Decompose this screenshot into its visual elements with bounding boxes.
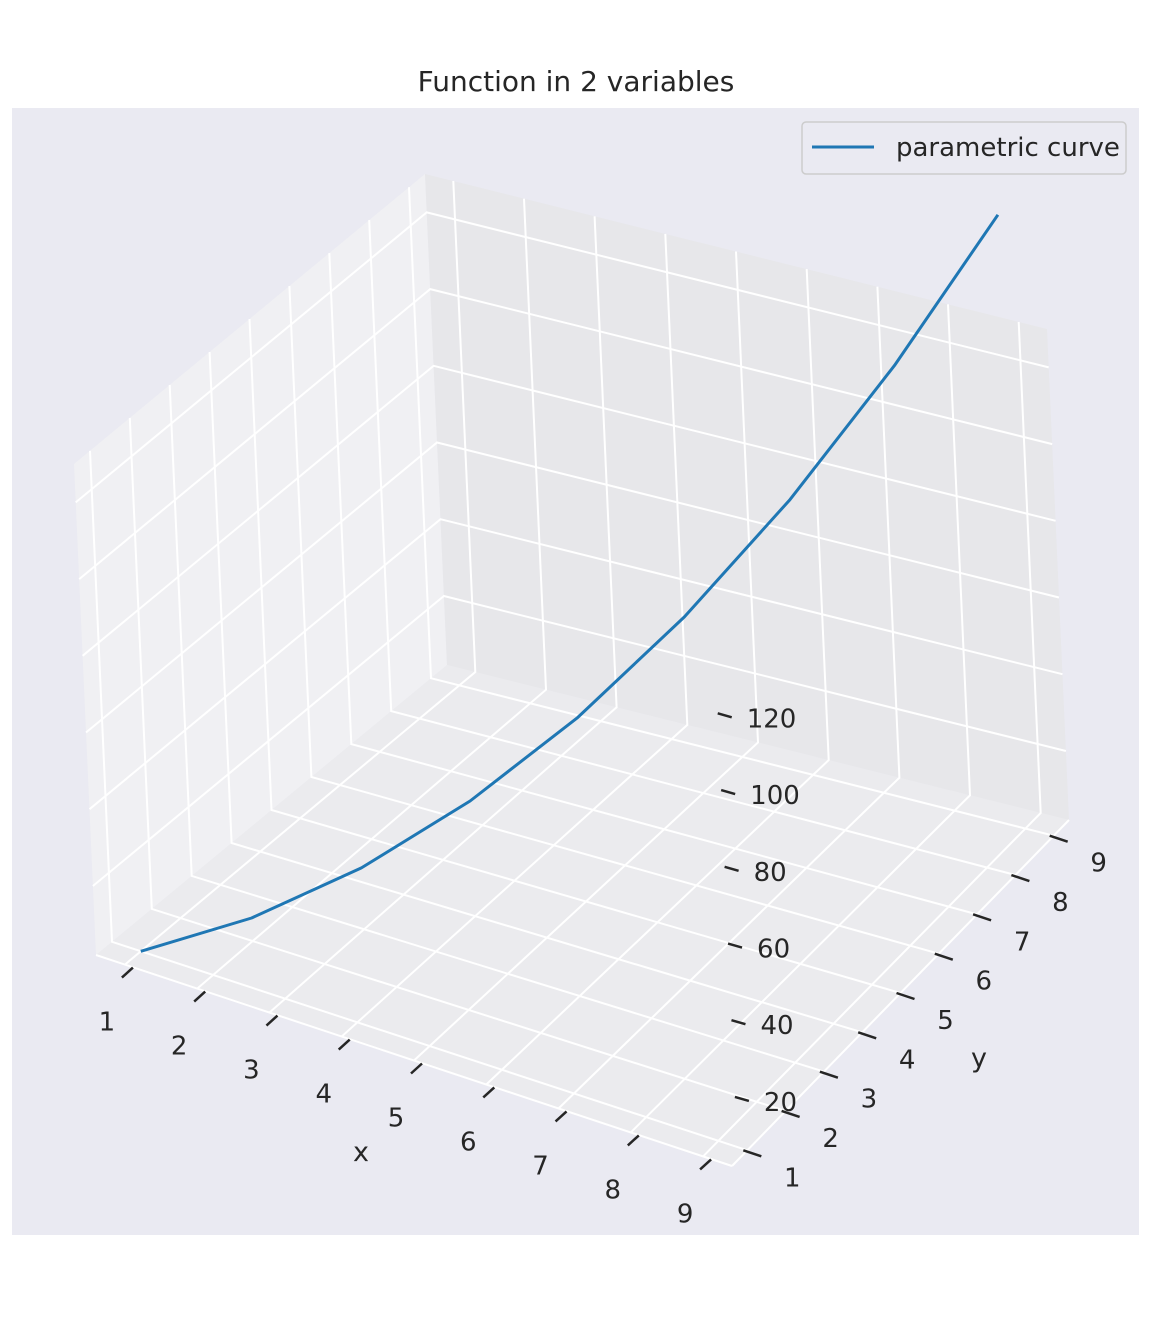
y-tick-label: 4: [899, 1045, 916, 1075]
x-tick: [410, 1062, 423, 1075]
z-tick: [720, 788, 736, 796]
chart-title: Function in 2 variables: [418, 65, 735, 98]
z-tick-label: 120: [747, 704, 797, 734]
y-tick-label: 9: [1090, 849, 1107, 879]
y-tick-label: 1: [784, 1163, 801, 1193]
x-tick-label: 6: [460, 1127, 477, 1157]
x-tick-label: 1: [99, 1008, 116, 1038]
z-grid-line: [92, 594, 1067, 887]
y-tick-label: 3: [861, 1085, 878, 1115]
x-tick: [554, 1110, 568, 1123]
legend-label: parametric curve: [896, 133, 1120, 163]
y-grid-line: [408, 187, 1054, 837]
x-tick: [121, 966, 134, 979]
y-grid-line: [248, 318, 901, 994]
x-tick: [265, 1014, 279, 1027]
y-grid-line: [288, 285, 940, 955]
grid-lines: [75, 180, 1070, 1167]
y-tick: [819, 1070, 839, 1079]
z-grid-line: [85, 441, 1060, 734]
y-tick: [781, 1109, 801, 1119]
y-grid-line: [208, 351, 863, 1034]
y-tick-label: 2: [822, 1124, 839, 1154]
y-tick-label: 6: [976, 967, 993, 997]
z-tick: [731, 1019, 746, 1026]
x-tick-label: 2: [171, 1032, 188, 1062]
y-tick-label: 7: [1014, 927, 1031, 957]
y-tick: [742, 1149, 762, 1158]
y-grid-line: [89, 450, 748, 1152]
x-grid-line: [341, 233, 689, 1038]
x-grid-line: [124, 180, 477, 966]
z-tick: [724, 865, 739, 872]
floor-pane: [96, 665, 1069, 1166]
y-tick-label: 5: [937, 1006, 954, 1036]
x-grid-line: [413, 251, 760, 1062]
x-tick-label: 5: [388, 1104, 405, 1134]
y-grid-line: [328, 253, 978, 916]
y-tick: [857, 1031, 877, 1040]
z-tick-label: 40: [760, 1011, 793, 1041]
z-tick-label: 60: [757, 935, 790, 965]
legend: parametric curve: [801, 121, 1127, 175]
y-grid-line: [128, 417, 786, 1112]
series-lines: [140, 213, 1000, 953]
z-tick-label: 20: [764, 1088, 797, 1118]
x-grid-line: [630, 304, 972, 1134]
z-tick-label: 100: [750, 781, 800, 811]
y-grid-line: [368, 220, 1016, 876]
y-tick-label: 8: [1052, 888, 1069, 918]
x-tick-label: 8: [605, 1175, 622, 1205]
z-grid-line: [81, 364, 1056, 657]
y-tick: [1049, 834, 1069, 843]
x-axis-label: x: [353, 1137, 369, 1168]
x-axis-line: [95, 954, 733, 1167]
x-tick-label: 9: [677, 1199, 694, 1229]
legend-box: [801, 121, 1127, 175]
z-tick: [734, 1095, 750, 1103]
x-grid-line: [485, 269, 830, 1086]
y-tick: [896, 991, 915, 1001]
y-tick: [1010, 873, 1030, 883]
z-tick: [727, 942, 743, 949]
x-tick-label: 7: [532, 1151, 549, 1181]
x-tick: [193, 990, 207, 1003]
x-tick: [626, 1134, 640, 1147]
x-grid-line: [702, 321, 1042, 1158]
x-tick: [337, 1038, 351, 1051]
z-grid-line: [75, 211, 1049, 504]
y-tick: [972, 913, 992, 922]
y-axis-label: y: [971, 1043, 987, 1074]
x-tick: [699, 1158, 712, 1171]
z-grid-line: [78, 288, 1053, 580]
y-grid-line: [168, 384, 825, 1073]
z-tick: [717, 712, 733, 719]
z-tick-label: 80: [754, 858, 787, 888]
x-tick-label: 3: [243, 1056, 260, 1086]
x-grid-line: [268, 216, 618, 1014]
x-grid-line: [557, 286, 901, 1110]
y-tick: [934, 952, 954, 961]
y-axis-line: [731, 819, 1070, 1167]
axis-ticks: [121, 712, 1069, 1171]
series-line: [140, 213, 1000, 953]
z-grid-line: [88, 518, 1063, 810]
x-tick-label: 4: [315, 1080, 332, 1110]
x-tick: [482, 1086, 496, 1099]
